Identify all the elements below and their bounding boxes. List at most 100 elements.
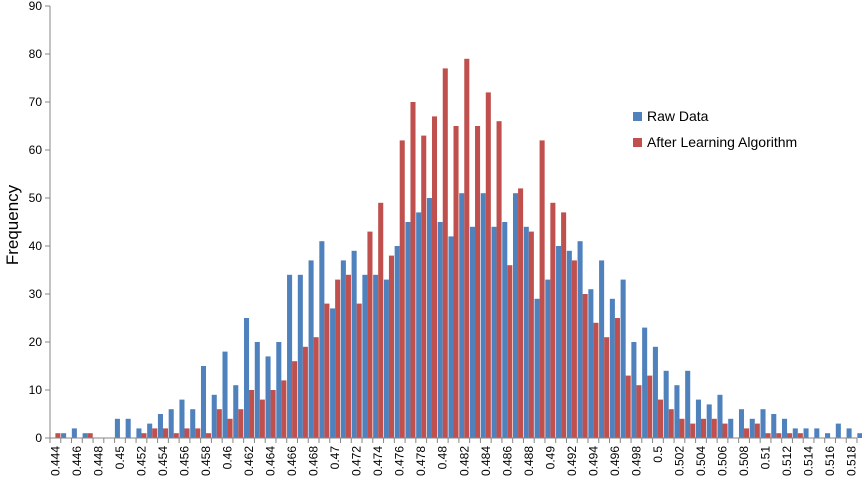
x-tick-label: 0.472	[350, 446, 364, 476]
bar	[313, 337, 319, 438]
legend-swatch	[633, 112, 642, 121]
bar	[835, 423, 841, 438]
bar	[378, 202, 384, 438]
bar	[754, 423, 760, 438]
bar	[437, 222, 443, 438]
bar	[179, 399, 185, 438]
bar	[485, 92, 491, 439]
bar	[668, 409, 674, 438]
x-tick-label: 0.488	[522, 446, 536, 476]
bar	[330, 308, 336, 438]
legend: Raw Data After Learning Algorithm	[633, 108, 797, 150]
bar	[814, 428, 820, 438]
x-tick-label: 0.506	[716, 446, 730, 476]
bar-series-group	[55, 58, 862, 439]
bar	[523, 226, 529, 438]
bar	[362, 274, 368, 438]
bar	[636, 385, 642, 438]
bar	[459, 193, 465, 438]
bar	[319, 241, 325, 438]
x-tick-label: 0.5	[651, 446, 665, 463]
x-tick-label: 0.444	[48, 446, 62, 476]
bar	[534, 298, 540, 438]
bar	[706, 404, 712, 438]
x-tick-label: 0.498	[629, 446, 643, 476]
bar	[61, 433, 67, 438]
bar	[469, 226, 476, 438]
bar	[152, 428, 158, 438]
bar	[254, 342, 260, 438]
y-tick-label: 0	[35, 431, 42, 445]
bar	[190, 409, 196, 438]
bar	[561, 212, 567, 438]
bar	[728, 418, 734, 438]
bar	[270, 390, 276, 438]
bar	[507, 265, 513, 438]
bar	[394, 246, 400, 438]
bar	[609, 298, 615, 438]
x-tick-label: 0.476	[393, 446, 407, 476]
bar	[625, 375, 631, 438]
bar	[738, 409, 745, 438]
bar	[442, 68, 448, 439]
x-tick-label: 0.466	[285, 446, 299, 476]
bar	[410, 102, 416, 438]
x-tick-label: 0.448	[91, 446, 105, 476]
bar	[566, 250, 572, 438]
bar	[679, 418, 685, 438]
x-tick-label: 0.462	[242, 446, 256, 476]
bar	[216, 409, 222, 438]
bar	[399, 140, 405, 438]
x-tick-label: 0.456	[178, 446, 192, 476]
bar	[711, 418, 717, 438]
bar	[647, 375, 653, 438]
bar	[453, 126, 459, 438]
bar	[857, 433, 862, 438]
x-tick-label: 0.494	[586, 446, 600, 476]
bar	[71, 428, 77, 438]
bar	[652, 346, 658, 438]
bar	[184, 428, 190, 438]
bar	[464, 58, 470, 439]
legend-label: Raw Data	[647, 108, 709, 124]
bar	[405, 222, 411, 438]
bar	[141, 433, 147, 438]
bar	[513, 193, 519, 438]
bar	[545, 279, 551, 438]
bar	[168, 409, 174, 438]
x-tick-label: 0.46	[221, 446, 235, 470]
bar	[373, 274, 379, 438]
x-tick-label: 0.48	[436, 446, 450, 470]
bar	[846, 428, 852, 438]
x-tick-label: 0.482	[457, 446, 471, 476]
x-tick-label: 0.518	[845, 446, 859, 476]
bar	[744, 428, 750, 438]
bar	[195, 428, 201, 438]
x-tick-label: 0.51	[759, 446, 773, 470]
bar	[475, 126, 481, 438]
bar	[749, 418, 755, 438]
x-tick-label: 0.484	[479, 446, 493, 476]
y-axis: 0 10 20 30 40 50 60 70 80 90	[29, 0, 51, 445]
legend-label: After Learning Algorithm	[647, 134, 797, 150]
x-tick-label: 0.446	[70, 446, 84, 476]
bar	[685, 370, 691, 438]
legend-swatch	[633, 138, 642, 147]
series-1	[55, 58, 803, 439]
bar	[797, 433, 803, 438]
x-tick-label: 0.504	[694, 446, 708, 476]
bar	[765, 433, 771, 438]
bar	[480, 193, 486, 438]
bar	[416, 212, 422, 438]
bar	[276, 342, 282, 438]
bar	[695, 399, 701, 438]
y-tick-label: 90	[29, 0, 43, 13]
bar	[787, 433, 793, 438]
bar	[340, 260, 346, 438]
x-axis: 0.444 0.446 0.448 0.45 0.452 0.454 0.456 0.458 0…	[48, 437, 859, 476]
bar	[700, 418, 707, 438]
x-tick-label: 0.452	[134, 446, 148, 476]
x-tick-label: 0.508	[737, 446, 751, 476]
x-tick-label: 0.464	[264, 446, 278, 476]
bar	[776, 433, 782, 438]
